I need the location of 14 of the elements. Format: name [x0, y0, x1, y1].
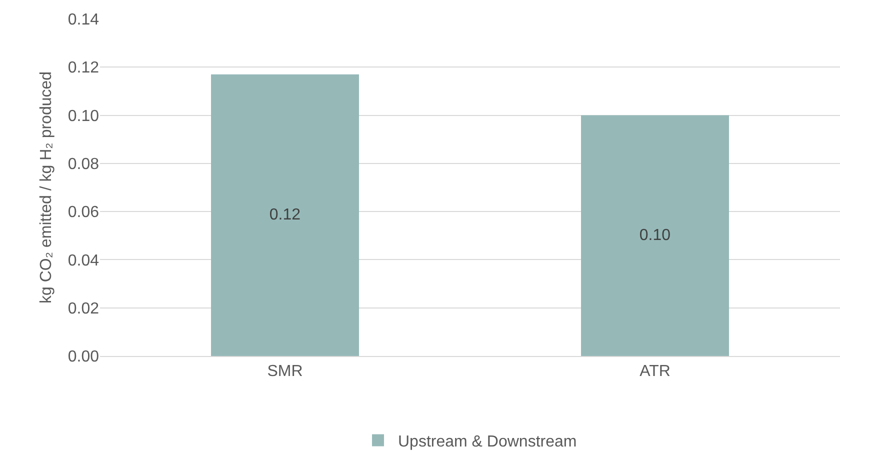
data-label: 0.10	[639, 227, 671, 244]
y-tick-label: 0.08	[68, 156, 100, 174]
y-tick-label: 0.04	[68, 252, 100, 270]
y-axis-title: kg CO₂ emitted / kg H₂ produced	[38, 71, 55, 304]
y-tick-label: 0.14	[68, 12, 100, 29]
x-tick-label: ATR	[640, 363, 670, 380]
y-tick-label: 0.10	[68, 108, 100, 125]
y-tick-label: 0.12	[68, 60, 100, 77]
y-tick-label: 0.06	[68, 204, 100, 222]
x-tick-label: SMR	[267, 363, 303, 380]
y-tick-label: 0.00	[68, 348, 100, 366]
data-label: 0.12	[269, 206, 301, 224]
legend-label: Upstream & Downstream	[398, 434, 577, 451]
y-tick-label: 0.02	[68, 300, 100, 318]
